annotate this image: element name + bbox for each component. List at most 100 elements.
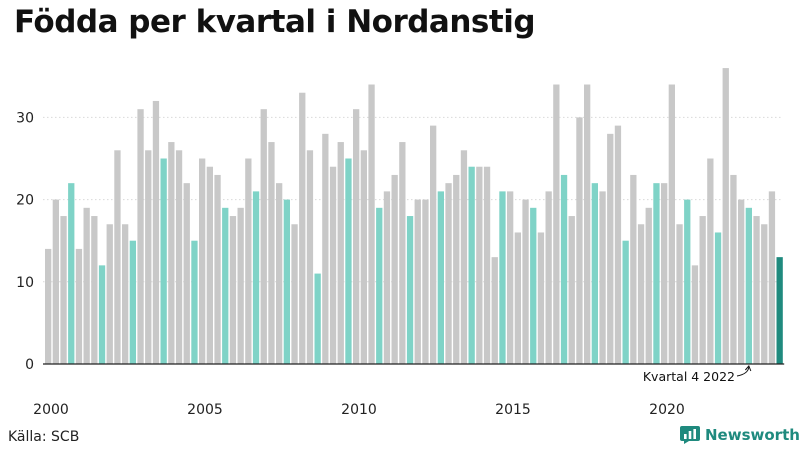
bar: [391, 174, 398, 364]
bar: [514, 232, 521, 364]
bar: [222, 207, 229, 364]
bar: [206, 166, 213, 364]
bar: [653, 183, 660, 364]
bars: [45, 68, 783, 365]
bar: [437, 191, 444, 364]
x-tick-label: 2005: [187, 402, 223, 418]
bar: [406, 216, 414, 364]
bar: [306, 150, 314, 364]
bar: [98, 265, 106, 364]
annotation-label: Kvartal 4 2022: [643, 369, 735, 384]
bar: [252, 191, 260, 364]
bar: [260, 109, 267, 365]
bar: [106, 224, 113, 364]
bar: [345, 158, 352, 364]
bar: [499, 191, 506, 364]
bar: [122, 224, 129, 364]
bar: [268, 142, 275, 364]
bar: [214, 174, 221, 364]
bar: [183, 183, 190, 364]
bar: [45, 248, 52, 364]
bar: [160, 158, 167, 364]
y-tick-label: 10: [16, 275, 34, 291]
bar: [353, 109, 360, 365]
brand-name: Newsworthy: [705, 426, 800, 444]
bar: [776, 257, 783, 364]
bar: [622, 240, 629, 364]
bar: [676, 224, 683, 364]
bar: [591, 183, 598, 364]
bar: [460, 150, 468, 364]
bar: [360, 150, 367, 364]
bar: [337, 142, 344, 364]
y-tick-label: 30: [16, 110, 34, 126]
bar: [730, 174, 737, 364]
bar: [129, 240, 136, 364]
bar: [491, 257, 498, 364]
bar: [545, 191, 552, 364]
bar: [614, 125, 622, 365]
bar: [152, 100, 160, 365]
bar: [414, 199, 421, 364]
bar: [299, 92, 306, 365]
bar: [376, 207, 383, 364]
bar: [75, 248, 83, 364]
newsworthy-logo-icon: [680, 426, 700, 444]
brand-logo[interactable]: Newsworthy: [680, 426, 800, 444]
bar: [714, 232, 722, 364]
bar: [199, 158, 206, 364]
bar: [699, 216, 706, 364]
bar: [276, 183, 283, 364]
bar: [584, 84, 591, 365]
bar: [530, 207, 537, 364]
y-tick-label: 20: [16, 193, 34, 209]
annotation-arrowhead: [744, 365, 752, 372]
bar: [537, 232, 545, 364]
bar: [468, 166, 475, 364]
axes: 0 10 20 30 2000 2005 2010 2015 2020: [16, 110, 785, 418]
x-tick-label: 2020: [649, 402, 685, 418]
bar: [576, 117, 583, 365]
bar: [753, 216, 760, 364]
bar: [237, 207, 244, 364]
bar: [399, 142, 406, 364]
bar: [522, 199, 529, 364]
bar: [145, 150, 152, 364]
bar: [91, 216, 98, 364]
bar: [430, 125, 437, 365]
bar: [668, 84, 675, 365]
bar: [383, 191, 391, 364]
bar: [245, 158, 252, 364]
bar: [745, 207, 752, 364]
bar: [661, 183, 668, 364]
bar: [229, 216, 237, 364]
bar: [761, 224, 768, 364]
bar: [52, 199, 59, 364]
bar: [314, 273, 321, 364]
annotation: Kvartal 4 2022: [643, 365, 752, 384]
bar: [691, 265, 699, 364]
bar: [599, 191, 606, 364]
bar: [507, 191, 514, 364]
bar: [168, 142, 175, 364]
bar: [553, 84, 560, 365]
bar: [175, 150, 183, 364]
bar: [83, 207, 90, 364]
bar: [453, 174, 460, 364]
bar: [291, 224, 298, 364]
source-note: Källa: SCB: [8, 429, 80, 445]
bar: [322, 133, 329, 364]
bar: [68, 183, 75, 364]
bar: [722, 68, 729, 364]
bar: [368, 84, 375, 365]
bar: [738, 199, 745, 364]
bar: [568, 216, 575, 364]
annotation-arrow: [736, 366, 750, 377]
bar: [630, 174, 637, 364]
bar: [114, 150, 121, 364]
bar: [445, 183, 452, 364]
bar: [637, 224, 645, 364]
bar: [560, 174, 568, 364]
chart-title: Födda per kvartal i Nordanstig: [14, 4, 536, 40]
